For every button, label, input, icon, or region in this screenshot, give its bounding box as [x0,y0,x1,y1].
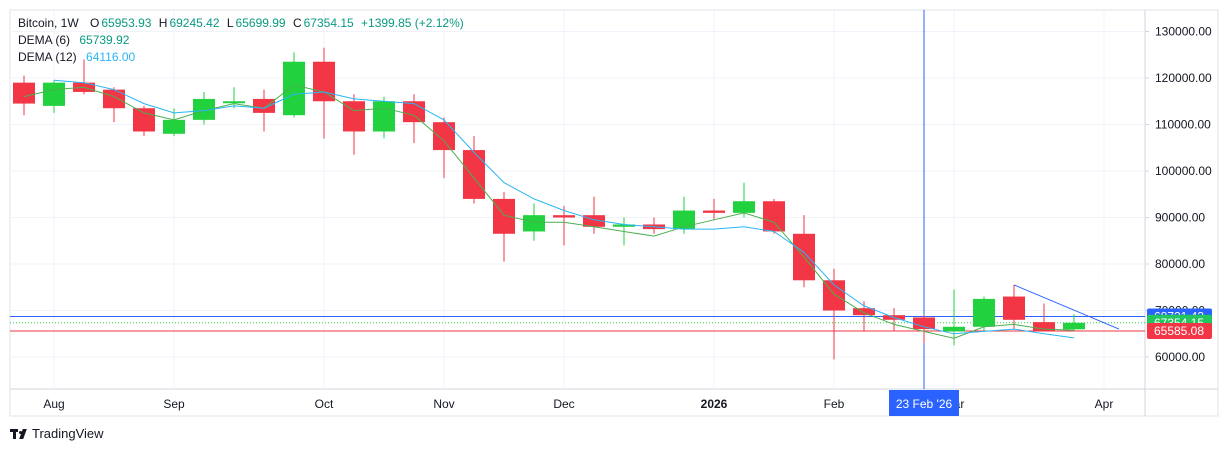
crosshair-date-label: 23 Feb '26 [896,397,953,411]
price-tick-label: 90000.00 [1155,211,1205,225]
candle-body[interactable] [1063,322,1085,330]
candle-body[interactable] [523,215,545,232]
dema12-line[interactable] [53,79,1075,339]
price-tick-label: 100000.00 [1155,164,1212,178]
price-badge-label: 65585.08 [1154,324,1204,338]
candle-body[interactable] [733,201,755,213]
candle-body[interactable] [913,317,935,330]
dema12-value: 64116.00 [86,50,136,64]
price-tick-label: 60000.00 [1155,350,1205,364]
time-tick-label: Oct [315,397,334,411]
open-key: O [90,16,100,30]
candle-body[interactable] [313,61,335,102]
chart-legend: Bitcoin, 1W O 65953.93 H 69245.42 L 65699.9… [18,15,464,66]
candle-body[interactable] [223,101,245,104]
crosshair-date-badge [889,390,959,416]
time-tick-label: Dec [553,397,574,411]
candle-body[interactable] [463,150,485,199]
dema6-row[interactable]: DEMA (6) 65739.92 [18,32,464,49]
candle-body[interactable] [853,308,875,316]
high-key: H [158,16,168,30]
tradingview-logo-icon [10,428,28,440]
candle-body[interactable] [1003,296,1025,320]
candle-body[interactable] [433,122,455,151]
time-tick-label: Sep [163,397,185,411]
candle-body[interactable] [943,326,965,332]
close-value: 67354.15 [303,16,354,30]
low-key: L [226,16,234,30]
candle-body[interactable] [553,215,575,218]
trend-line-drawing[interactable] [1013,284,1120,330]
dema12-row[interactable]: DEMA (12) 64116.00 [18,49,464,66]
candle-body[interactable] [613,224,635,227]
high-value: 69245.42 [169,16,220,30]
change-value: +1399.85 (+2.12%) [361,16,464,30]
ohlc-row: Bitcoin, 1W O 65953.93 H 69245.42 L 65699.9… [18,15,464,32]
candle-body[interactable] [493,198,515,234]
candle-body[interactable] [103,89,125,109]
candle-body[interactable] [763,201,785,232]
price-badge [1147,323,1212,340]
open-value: 65953.93 [101,16,152,30]
price-tick-label: 80000.00 [1155,257,1205,271]
time-tick-label: Feb [824,397,845,411]
brand-name: TradingView [32,426,104,441]
close-key: C [292,16,302,30]
chart-frame [9,9,1219,417]
candle-body[interactable] [703,210,725,213]
low-value: 65699.99 [235,16,286,30]
time-tick-label: Apr [1095,397,1114,411]
candle-body[interactable] [343,101,365,132]
dema12-label: DEMA (12) [18,50,77,64]
candle-body[interactable] [193,98,215,120]
candle-body[interactable] [673,210,695,230]
candle-body[interactable] [973,298,995,327]
price-tick-label: 120000.00 [1155,71,1212,85]
time-tick-label: Nov [433,397,454,411]
dema6-label: DEMA (6) [18,33,71,47]
candle-body[interactable] [1033,322,1055,331]
candle-body[interactable] [253,98,275,113]
time-tick-label: Aug [43,397,64,411]
candle-body[interactable] [583,215,605,227]
tradingview-logo[interactable]: TradingView [10,426,104,441]
price-tick-label: 110000.00 [1155,118,1211,132]
symbol-label[interactable]: Bitcoin, 1W [18,16,79,30]
price-tick-label: 130000.00 [1155,25,1212,39]
candle-body[interactable] [133,108,155,132]
candle-body[interactable] [163,119,185,134]
candle-body[interactable] [13,82,35,104]
dema6-line[interactable] [23,84,1075,339]
candle-body[interactable] [43,82,65,106]
candle-body[interactable] [373,101,395,132]
candle-body[interactable] [403,101,425,123]
time-tick-label: 2026 [701,397,728,411]
candle-body[interactable] [283,61,305,116]
dema6-value: 65739.92 [79,33,130,47]
